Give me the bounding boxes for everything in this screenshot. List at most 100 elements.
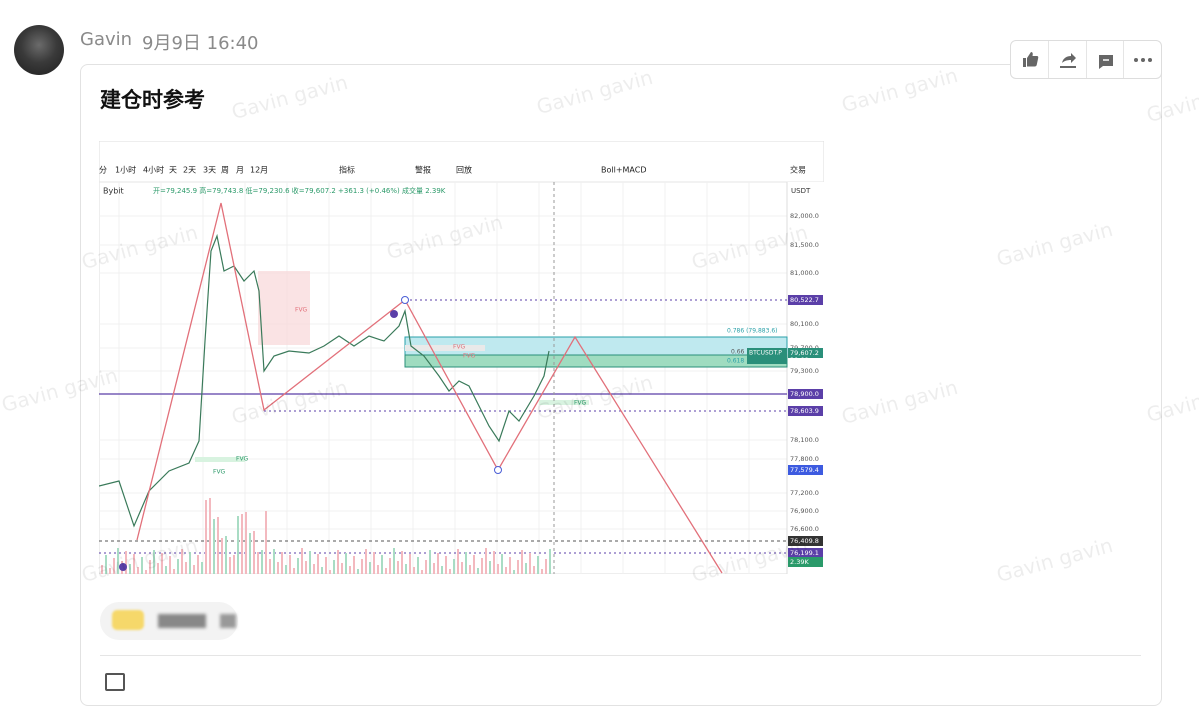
volume-bar — [325, 557, 327, 574]
reaction-pill[interactable] — [100, 602, 238, 640]
volume-bar — [525, 563, 527, 574]
volume-bar — [365, 549, 367, 574]
toolbar-item: 2天 — [183, 166, 196, 175]
volume-bar — [329, 570, 331, 574]
volume-bar — [385, 568, 387, 574]
volume-bar — [349, 566, 351, 574]
volume-bar — [489, 561, 491, 574]
volume-bar — [545, 559, 547, 574]
volume-bar — [249, 533, 251, 574]
more-button[interactable] — [1123, 41, 1161, 78]
volume-bar — [169, 556, 171, 574]
volume-bar — [137, 567, 139, 574]
volume-bar — [393, 548, 395, 574]
price-badge-label: 77,579.4 — [790, 466, 819, 474]
page: Gavin 9月9日 16:40 建仓时参考 分 1小时 4小时天 2天 3天周月 12月… — [0, 25, 1199, 706]
price-badge — [788, 465, 823, 475]
volume-bar — [425, 560, 427, 574]
volume-bar — [153, 550, 155, 574]
volume-bar — [481, 558, 483, 574]
volume-bar — [369, 562, 371, 574]
price-label: 81,500.0 — [790, 241, 819, 249]
volume-bar — [541, 569, 543, 574]
volume-bar — [417, 557, 419, 574]
volume-bar — [209, 498, 211, 574]
volume-bar — [229, 557, 231, 574]
toolbar-item: 月 — [236, 166, 244, 175]
volume-bar — [165, 566, 167, 574]
volume-bar — [529, 553, 531, 574]
avatar[interactable] — [14, 25, 64, 75]
volume-bar — [273, 549, 275, 574]
price-badge — [788, 548, 823, 558]
volume-bar — [361, 559, 363, 574]
share-button[interactable] — [1047, 41, 1086, 78]
action-bar — [1010, 40, 1162, 79]
fvg-label: FVG — [574, 400, 587, 407]
toolbar-item: 警报 — [415, 165, 431, 175]
volume-bar — [309, 551, 311, 574]
volume-bar — [321, 567, 323, 574]
volume-bar — [549, 549, 551, 574]
volume-bar — [521, 550, 523, 574]
author[interactable]: Gavin — [80, 29, 133, 50]
toolbar-item: 回放 — [456, 165, 472, 175]
volume-bar — [373, 552, 375, 574]
volume-bar — [173, 569, 175, 574]
price-label: 77,200.0 — [790, 489, 819, 497]
volume-bar — [285, 565, 287, 574]
volume-bar — [313, 564, 315, 574]
volume-bar — [429, 550, 431, 574]
volume-bar — [225, 536, 227, 574]
volume-bar — [533, 566, 535, 574]
volume-bar — [381, 555, 383, 574]
like-button[interactable] — [1011, 41, 1048, 78]
price-label: 76,900.0 — [790, 507, 819, 515]
volume-bar — [113, 558, 115, 574]
toolbar-item: Boll+MACD — [601, 166, 647, 175]
volume-bar — [101, 565, 103, 574]
volume-bar — [433, 563, 435, 574]
price-badge — [788, 406, 823, 416]
price-badge-label: 76,409.8 — [790, 537, 819, 545]
volume-bar — [421, 570, 423, 574]
comment-button[interactable] — [1085, 41, 1124, 78]
price-badge-label: 79,607.2 — [790, 349, 819, 357]
volume-bar — [461, 562, 463, 574]
chart-screenshot[interactable]: 分 1小时 4小时天 2天 3天周月 12月 指标 警报 回放 Boll+MACD 交易 Bybit… — [99, 141, 824, 574]
price-label: 76,600.0 — [790, 525, 819, 533]
volume-bar — [253, 531, 255, 574]
countdown: 20:09 — [790, 356, 809, 364]
volume-bar — [389, 558, 391, 574]
volume-bar — [337, 550, 339, 574]
price-label: 78,100.0 — [790, 436, 819, 444]
volume-bar — [265, 511, 267, 574]
volume-bar — [457, 549, 459, 574]
volume-bar — [405, 564, 407, 574]
price-badge-label: 76,199.1 — [790, 549, 819, 557]
volume-bar — [357, 569, 359, 574]
volume-bar — [213, 519, 215, 574]
volume-bar — [145, 570, 147, 574]
volume-bar — [341, 563, 343, 574]
fvg-label: FVG — [295, 307, 308, 314]
toolbar-item: 指标 — [339, 165, 355, 175]
volume-bar — [493, 551, 495, 574]
fvg-label: FVG — [453, 344, 466, 351]
toolbar-item: 周 — [221, 166, 229, 175]
volume-bar — [301, 548, 303, 574]
volume-bar — [293, 568, 295, 574]
volume-bar — [413, 567, 415, 574]
price-badge-label: 2.39K — [790, 558, 809, 566]
volume-bar — [233, 555, 235, 574]
volume-bar — [377, 565, 379, 574]
volume-bar — [205, 500, 207, 574]
price-badge — [788, 389, 823, 399]
volume-bar — [125, 551, 127, 574]
price-badge-label: 80,522.7 — [790, 296, 819, 304]
volume-bar — [513, 570, 515, 574]
volume-bar — [261, 550, 263, 574]
volume-bar — [289, 555, 291, 574]
price-label: 81,000.0 — [790, 269, 819, 277]
fib-label: 0.618 — [727, 358, 744, 365]
